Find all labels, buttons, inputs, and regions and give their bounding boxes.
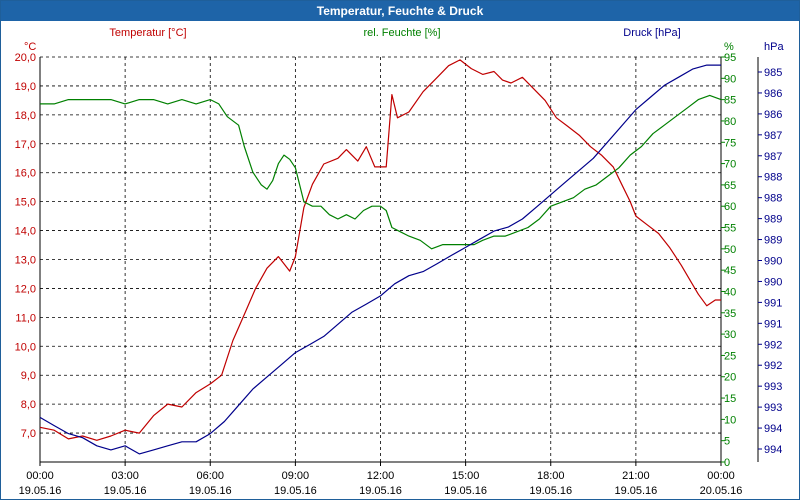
middle-tick-label: 5	[724, 436, 730, 448]
right-axis-title: Druck [hPa]	[623, 27, 680, 39]
middle-tick-label: 20	[724, 372, 736, 384]
humidity-line	[40, 94, 722, 250]
x-tick-date: 19.05.16	[444, 485, 487, 497]
x-tick-time: 09:00	[282, 470, 310, 482]
x-tick-time: 12:00	[367, 470, 395, 482]
x-tick-date: 19.05.16	[19, 485, 62, 497]
left-tick-label: 7,0	[21, 428, 36, 440]
left-tick-label: 14,0	[15, 226, 36, 238]
left-tick-label: 17,0	[15, 139, 36, 151]
right-tick-label: 992	[764, 339, 782, 351]
x-tick-date: 19.05.16	[359, 485, 402, 497]
left-tick-label: 13,0	[15, 255, 36, 267]
middle-tick-label: 35	[724, 308, 736, 320]
middle-tick-label: 25	[724, 350, 736, 362]
right-tick-label: 987	[764, 151, 782, 163]
x-tick-time: 00:00	[26, 470, 54, 482]
right-tick-label: 992	[764, 360, 782, 372]
left-tick-label: 19,0	[15, 81, 36, 93]
x-tick-date: 19.05.16	[614, 485, 657, 497]
middle-tick-label: 70	[724, 159, 736, 171]
x-tick-time: 18:00	[537, 470, 565, 482]
right-tick-label: 985	[764, 67, 782, 79]
x-tick-date: 19.05.16	[104, 485, 147, 497]
axes	[39, 56, 762, 466]
pressure-line	[39, 64, 721, 455]
left-tick-label: 20,0	[15, 52, 36, 64]
x-tick-date: 19.05.16	[189, 485, 232, 497]
x-tick-date: 20.05.16	[700, 485, 743, 497]
right-tick-label: 993	[764, 381, 782, 393]
right-tick-label: 993	[764, 402, 782, 414]
middle-tick-label: 15	[724, 393, 736, 405]
middle-tick-label: 50	[724, 244, 736, 256]
middle-tick-label: 65	[724, 180, 736, 192]
right-tick-label: 986	[764, 88, 782, 100]
x-tick-date: 19.05.16	[274, 485, 317, 497]
right-tick-label: 989	[764, 235, 782, 247]
x-tick-time: 00:00	[707, 470, 735, 482]
x-tick-time: 15:00	[452, 470, 480, 482]
grid-lines	[40, 56, 722, 462]
left-axis-title: Temperatur [°C]	[109, 27, 186, 39]
left-axis-unit: °C	[24, 41, 36, 53]
middle-tick-label: 40	[724, 286, 736, 298]
right-tick-label: 986	[764, 109, 782, 121]
x-tick-time: 06:00	[196, 470, 224, 482]
middle-tick-label: 0	[724, 457, 730, 469]
middle-tick-label: 60	[724, 201, 736, 213]
middle-tick-label: 30	[724, 329, 736, 341]
middle-tick-label: 45	[724, 265, 736, 277]
right-tick-label: 989	[764, 214, 782, 226]
x-tick-time: 03:00	[111, 470, 139, 482]
x-tick-date: 19.05.16	[529, 485, 572, 497]
middle-tick-label: 75	[724, 137, 736, 149]
right-tick-label: 990	[764, 256, 782, 268]
right-tick-label: 990	[764, 276, 782, 288]
middle-tick-label: 10	[724, 414, 736, 426]
left-tick-label: 9,0	[21, 370, 36, 382]
right-tick-label: 988	[764, 172, 782, 184]
left-tick-label: 8,0	[21, 399, 36, 411]
series-lines	[39, 59, 722, 455]
right-tick-label: 994	[764, 444, 782, 456]
axis-labels: 7,0 8,0 9,0 10,0 11,0 12,0 13,0 14,0 15,0 16,0 17,…	[15, 27, 785, 497]
middle-tick-label: 95	[724, 52, 736, 64]
x-tick-time: 21:00	[622, 470, 650, 482]
left-tick-label: 10,0	[15, 341, 36, 353]
left-tick-label: 11,0	[15, 312, 36, 324]
right-axis-unit: hPa	[764, 41, 784, 53]
left-tick-label: 12,0	[15, 283, 36, 295]
left-tick-label: 16,0	[15, 168, 36, 180]
middle-tick-label: 90	[724, 73, 736, 85]
right-tick-label: 991	[764, 318, 782, 330]
right-tick-label: 994	[764, 423, 782, 435]
right-tick-label: 991	[764, 297, 782, 309]
middle-axis-title: rel. Feuchte [%]	[363, 27, 440, 39]
right-tick-label: 988	[764, 193, 782, 205]
middle-tick-label: 55	[724, 223, 736, 235]
right-tick-label: 987	[764, 130, 782, 142]
window-title: Temperatur, Feuchte & Druck	[1, 1, 799, 21]
middle-tick-label: 80	[724, 116, 736, 128]
left-tick-label: 18,0	[15, 110, 36, 122]
left-tick-label: 15,0	[15, 197, 36, 209]
middle-tick-label: 85	[724, 95, 736, 107]
temperature-line	[39, 59, 721, 441]
middle-axis-unit: %	[724, 41, 734, 53]
